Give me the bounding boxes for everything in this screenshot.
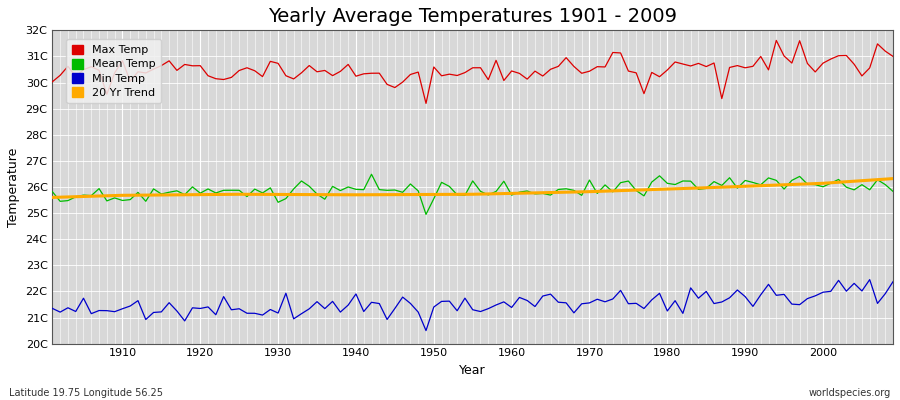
X-axis label: Year: Year (459, 364, 486, 377)
Legend: Max Temp, Mean Temp, Min Temp, 20 Yr Trend: Max Temp, Mean Temp, Min Temp, 20 Yr Tre… (67, 39, 161, 103)
Text: worldspecies.org: worldspecies.org (809, 388, 891, 398)
Y-axis label: Temperature: Temperature (7, 147, 20, 227)
Text: Latitude 19.75 Longitude 56.25: Latitude 19.75 Longitude 56.25 (9, 388, 163, 398)
Title: Yearly Average Temperatures 1901 - 2009: Yearly Average Temperatures 1901 - 2009 (268, 7, 677, 26)
